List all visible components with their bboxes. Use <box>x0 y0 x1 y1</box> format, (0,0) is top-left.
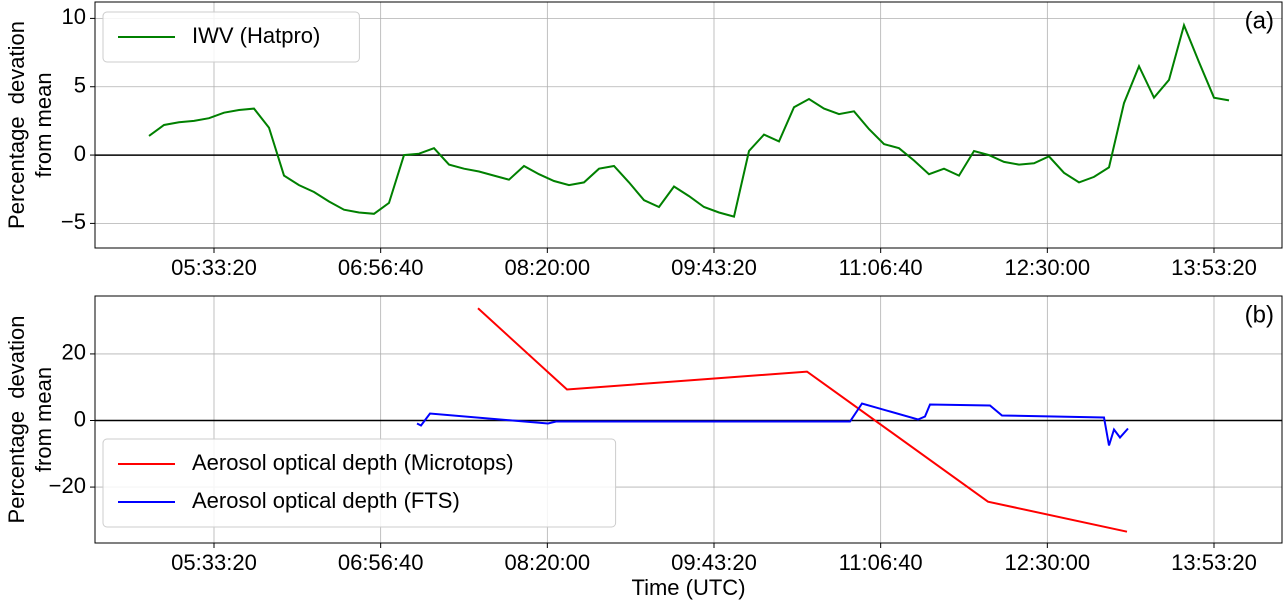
y-tick-label: −5 <box>61 209 86 234</box>
panel-annotation: (a) <box>1245 7 1274 34</box>
y-tick-label: 5 <box>74 73 86 98</box>
x-tick-label: 06:56:40 <box>338 255 424 280</box>
plot-lines <box>148 22 1230 218</box>
y-tick-label: −20 <box>49 473 86 498</box>
x-tick-label: 05:33:20 <box>171 550 257 575</box>
x-tick-label: 11:06:40 <box>839 550 923 575</box>
y-axis-label: Percentage devation <box>4 316 29 524</box>
x-tick-label: 05:33:20 <box>171 255 257 280</box>
legend-box <box>102 438 617 528</box>
legend-label: Aerosol optical depth (FTS) <box>192 488 460 513</box>
data-line <box>148 22 1230 218</box>
data-line <box>477 307 1128 533</box>
y-tick-label: 0 <box>74 141 86 166</box>
x-tick-label: 08:20:00 <box>505 255 591 280</box>
y-axis-label: from mean <box>31 72 56 177</box>
x-tick-label: 06:56:40 <box>338 550 424 575</box>
x-tick-label: 13:53:20 <box>1171 550 1257 575</box>
y-axis-label: Percentage devation <box>4 21 29 229</box>
x-tick-label: 12:30:00 <box>1005 255 1091 280</box>
plot-frame <box>94 295 1283 544</box>
y-tick-label: 20 <box>62 340 86 365</box>
y-axis-label: from mean <box>31 367 56 472</box>
panel-annotation: (b) <box>1245 301 1274 328</box>
x-tick-label: 12:30:00 <box>1005 550 1091 575</box>
x-tick-label: 09:43:20 <box>671 550 757 575</box>
legend-box <box>102 11 360 63</box>
x-tick-label: 13:53:20 <box>1171 255 1257 280</box>
x-tick-label: 11:06:40 <box>839 255 923 280</box>
x-axis-label: Time (UTC) <box>631 575 745 600</box>
plot-frame <box>94 1 1283 249</box>
x-tick-label: 08:20:00 <box>505 550 591 575</box>
legend-label: IWV (Hatpro) <box>192 23 320 48</box>
y-tick-label: 0 <box>74 406 86 431</box>
data-line <box>416 402 1129 446</box>
x-tick-label: 09:43:20 <box>671 255 757 280</box>
legend-label: Aerosol optical depth (Microtops) <box>192 450 514 475</box>
y-tick-label: 10 <box>62 4 86 29</box>
plot-lines <box>416 307 1129 533</box>
